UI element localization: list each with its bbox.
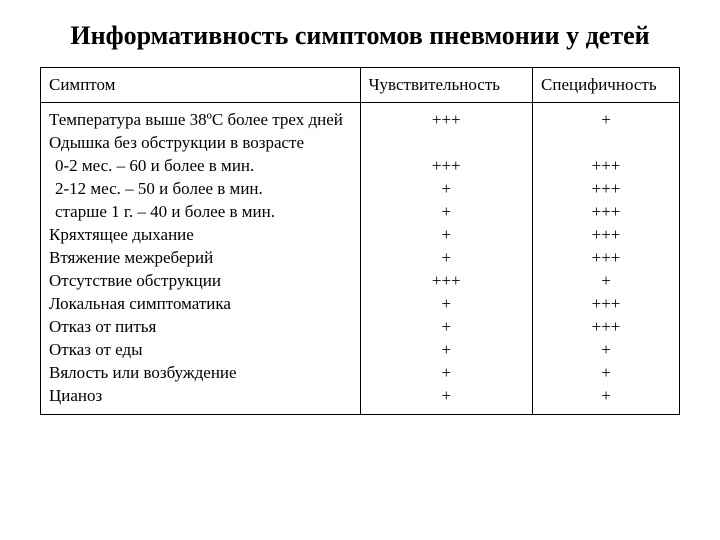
symptom-line: Температура выше 38ºС более трех дней xyxy=(49,109,352,132)
sensitivity-value: + xyxy=(369,178,525,201)
specificity-value: + xyxy=(541,270,671,293)
sensitivity-value: + xyxy=(369,362,525,385)
specificity-value: +++ xyxy=(541,316,671,339)
specificity-value: + xyxy=(541,109,671,132)
table-header-row: Симптом Чувствительность Специфичность xyxy=(41,67,680,103)
col-header-specificity: Специфичность xyxy=(533,67,680,103)
page-title: Информативность симптомов пневмонии у де… xyxy=(40,20,680,53)
sensitivity-value: + xyxy=(369,224,525,247)
sensitivity-value: +++ xyxy=(369,155,525,178)
specificity-value: + xyxy=(541,385,671,408)
sensitivity-value xyxy=(369,132,525,155)
specificity-value: +++ xyxy=(541,293,671,316)
symptom-line: старше 1 г. – 40 и более в мин. xyxy=(49,201,352,224)
sensitivity-value: + xyxy=(369,316,525,339)
specificity-value: +++ xyxy=(541,155,671,178)
specificity-value: +++ xyxy=(541,201,671,224)
table-body-row: Температура выше 38ºС более трех днейОды… xyxy=(41,103,680,414)
sensitivity-value: + xyxy=(369,293,525,316)
page-root: Информативность симптомов пневмонии у де… xyxy=(0,0,720,435)
symptom-line: 0-2 мес. – 60 и более в мин. xyxy=(49,155,352,178)
specificity-value xyxy=(541,132,671,155)
sensitivity-value: + xyxy=(369,201,525,224)
symptom-line: Вялость или возбуждение xyxy=(49,362,352,385)
symptom-line: 2-12 мес. – 50 и более в мин. xyxy=(49,178,352,201)
symptom-line: Кряхтящее дыхание xyxy=(49,224,352,247)
sensitivity-value: +++ xyxy=(369,109,525,132)
col-header-symptom: Симптом xyxy=(41,67,361,103)
sensitivity-value: + xyxy=(369,247,525,270)
specificity-cell: + +++++++++++++++++++++++++ xyxy=(533,103,680,414)
symptom-line: Отказ от питья xyxy=(49,316,352,339)
symptom-line: Одышка без обструкции в возрасте xyxy=(49,132,352,155)
symptom-line: Отказ от еды xyxy=(49,339,352,362)
specificity-value: +++ xyxy=(541,224,671,247)
sensitivity-value: + xyxy=(369,339,525,362)
symptom-line: Цианоз xyxy=(49,385,352,408)
specificity-value: + xyxy=(541,362,671,385)
symptom-line: Локальная симптоматика xyxy=(49,293,352,316)
sensitivity-value: + xyxy=(369,385,525,408)
symptom-cell: Температура выше 38ºС более трех днейОды… xyxy=(41,103,361,414)
symptom-table: Симптом Чувствительность Специфичность Т… xyxy=(40,67,680,415)
sensitivity-cell: +++ +++++++++++++++ xyxy=(360,103,533,414)
sensitivity-value: +++ xyxy=(369,270,525,293)
col-header-sensitivity: Чувствительность xyxy=(360,67,533,103)
specificity-value: +++ xyxy=(541,178,671,201)
specificity-value: +++ xyxy=(541,247,671,270)
symptom-line: Втяжение межреберий xyxy=(49,247,352,270)
symptom-line: Отсутствие обструкции xyxy=(49,270,352,293)
specificity-value: + xyxy=(541,339,671,362)
